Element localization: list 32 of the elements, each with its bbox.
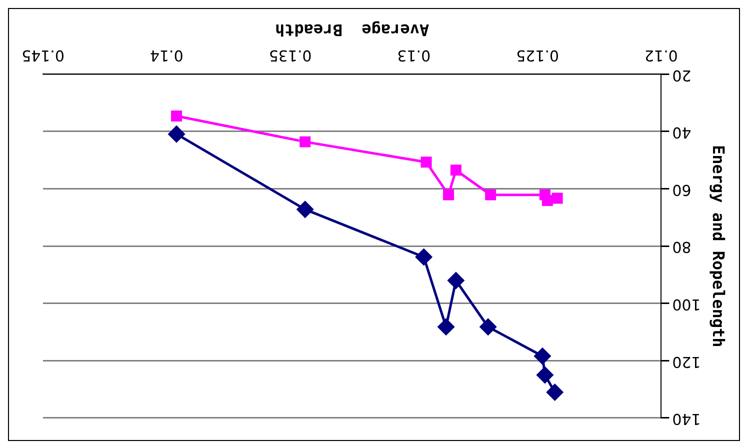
point: [448, 272, 464, 289]
y-tick-label: 140: [672, 410, 701, 428]
point: [168, 126, 185, 142]
x-tick-label: 0.135: [268, 46, 312, 64]
x-axis-title: Average Breadth: [275, 20, 430, 40]
point: [536, 366, 554, 384]
point: [480, 318, 496, 336]
y-axis-title: Energy and Ropelength: [709, 144, 728, 348]
y-tick-label: 60: [672, 180, 692, 199]
x-tick-label: 0.14: [150, 46, 184, 64]
point: [420, 156, 432, 168]
y-tick-label: 40: [672, 124, 692, 142]
point: [296, 201, 314, 218]
y-tick-label: 80: [672, 238, 692, 256]
x-tick-label: 0.145: [22, 46, 64, 64]
point: [542, 195, 553, 206]
point: [443, 189, 454, 200]
point: [546, 384, 564, 400]
point: [450, 164, 462, 176]
point: [300, 136, 311, 148]
y-tick-label: 20: [672, 66, 692, 84]
point: [416, 248, 432, 266]
y-tick-label: 120: [672, 352, 701, 371]
x-tick-label: 0.12: [644, 46, 678, 64]
point: [534, 348, 551, 364]
point: [438, 318, 454, 336]
x-tick-label: 0.125: [516, 46, 560, 64]
point: [171, 110, 182, 122]
y-tick-label: 100: [672, 296, 701, 314]
point: [485, 189, 496, 200]
x-tick-label: 0.13: [397, 46, 431, 64]
point: [552, 192, 563, 204]
